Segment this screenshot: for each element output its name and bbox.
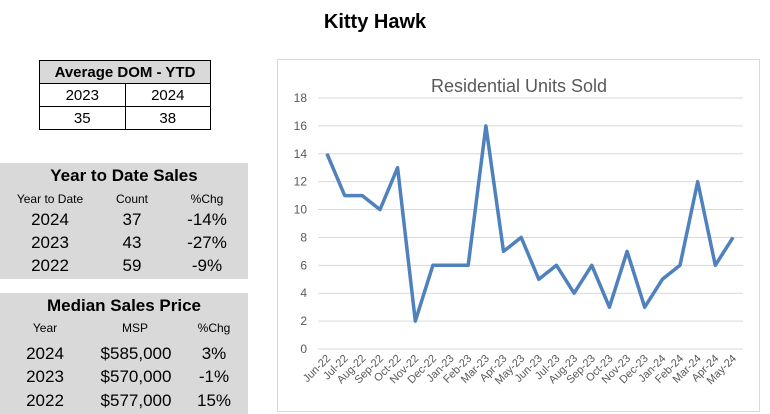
data-point	[555, 264, 557, 266]
page-title: Kitty Hawk	[323, 11, 427, 33]
data-point	[626, 250, 628, 252]
ytd-chg: -9%	[191, 256, 223, 275]
msp-year: 2022	[26, 391, 64, 410]
ytd-row: 2024 37 -14%	[0, 210, 248, 233]
ytd-count: 59	[122, 256, 142, 275]
msp-row: 2022 $577,000 15%	[0, 391, 248, 414]
y-tick-label: 6	[300, 258, 307, 272]
y-tick-label: 18	[294, 91, 308, 105]
msp-col-msp: MSP	[121, 321, 148, 335]
data-point	[714, 264, 716, 266]
msp-row: 2024 $585,000 3%	[0, 344, 248, 368]
data-point	[644, 306, 646, 308]
data-point	[503, 250, 505, 252]
chart-canvas: Residential Units Sold 024681012141618Ju…	[294, 76, 743, 387]
msp-value: $570,000	[100, 367, 172, 386]
chart-title: Residential Units Sold	[431, 76, 607, 96]
data-point	[573, 292, 575, 294]
y-tick-label: 16	[294, 119, 308, 133]
average-dom-table: Average DOM - YTD 2023 2024 35 38	[39, 60, 211, 130]
ytd-chg: -14%	[187, 210, 227, 229]
msp-year: 2023	[26, 367, 64, 386]
data-point	[679, 264, 681, 266]
data-point	[661, 278, 663, 280]
dom-value-cell: 35	[39, 106, 126, 130]
ytd-year: 2024	[31, 210, 69, 229]
y-tick-label: 14	[294, 147, 308, 161]
ytd-rows: 2024 37 -14% 2023 43 -27% 2022 59 -9%	[0, 209, 248, 279]
ytd-row: 2022 59 -9%	[0, 256, 248, 279]
ytd-year: 2023	[31, 233, 69, 252]
msp-column-headers: Year MSP %Chg	[0, 319, 248, 339]
series-line	[325, 124, 735, 323]
ytd-column-headers: Year to Date Count %Chg	[0, 188, 248, 209]
data-point	[520, 236, 522, 238]
data-point	[450, 264, 452, 266]
ytd-col-year: Year to Date	[16, 192, 84, 206]
data-point	[379, 209, 381, 211]
data-point	[432, 264, 434, 266]
msp-year: 2024	[26, 344, 64, 363]
data-point	[361, 195, 363, 197]
units-sold-chart: Residential Units Sold 0 2 4 6 8 10 12 14 16 18 Ju…	[277, 59, 760, 412]
ytd-count: 37	[122, 210, 142, 229]
msp-chg: 3%	[201, 344, 227, 363]
data-point	[697, 181, 699, 183]
ytd-col-count: Count	[115, 192, 149, 206]
data-point	[344, 195, 346, 197]
y-tick-label: 4	[300, 286, 307, 300]
msp-value: $585,000	[100, 344, 172, 363]
data-point	[538, 278, 540, 280]
msp-chg: 15%	[196, 391, 232, 410]
data-point	[397, 167, 399, 169]
msp-row: 2023 $570,000 -1%	[0, 367, 248, 391]
data-point	[414, 320, 416, 322]
y-tick-label: 12	[294, 175, 308, 189]
ytd-year: 2022	[31, 256, 69, 275]
ytd-row: 2023 43 -27%	[0, 233, 248, 256]
y-tick-label: 0	[300, 342, 307, 356]
ytd-title: Year to Date Sales	[0, 163, 248, 188]
dom-year-cell: 2024	[124, 83, 211, 107]
ytd-sales-panel: Year to Date Sales Year to Date Count %C…	[0, 163, 248, 279]
ytd-col-chg: %Chg	[190, 192, 224, 206]
data-point	[591, 264, 593, 266]
y-tick-label: 8	[300, 230, 307, 244]
data-point	[485, 125, 487, 127]
data-point	[608, 306, 610, 308]
y-tick-label: 10	[294, 203, 308, 217]
dom-table-header: Average DOM - YTD	[39, 60, 211, 84]
msp-value: $577,000	[100, 391, 172, 410]
msp-chg: -1%	[198, 367, 230, 386]
y-tick-label: 2	[300, 314, 307, 328]
data-point	[732, 236, 734, 238]
dom-year-cell: 2023	[39, 83, 126, 107]
data-point	[467, 264, 469, 266]
ytd-chg: -27%	[187, 233, 227, 252]
msp-title: Median Sales Price	[46, 296, 202, 315]
dom-value-cell: 38	[124, 106, 211, 130]
msp-col-year: Year	[32, 321, 58, 335]
ytd-count: 43	[122, 233, 142, 252]
msp-col-chg: %Chg	[197, 321, 231, 335]
median-sales-price-panel: Median Sales Price Year MSP %Chg 2024 $5…	[0, 293, 248, 414]
data-point	[326, 153, 328, 155]
